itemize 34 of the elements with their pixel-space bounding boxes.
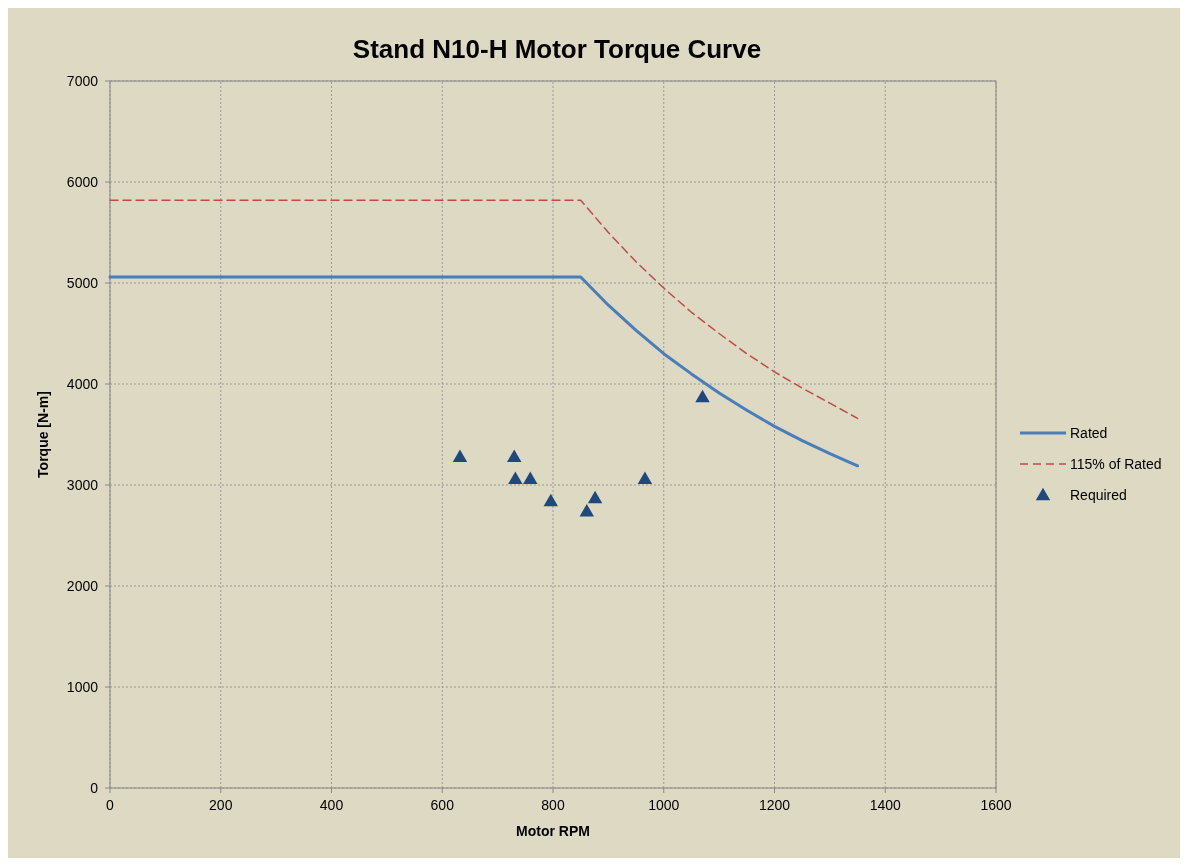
x-axis-title: Motor RPM <box>516 823 590 839</box>
legend-label: Required <box>1070 487 1127 503</box>
y-tick-label: 6000 <box>66 174 99 190</box>
x-tick-label: 1600 <box>980 797 1012 813</box>
x-tick-label: 0 <box>106 797 115 813</box>
point <box>587 490 603 504</box>
point <box>543 493 558 507</box>
point <box>452 449 468 462</box>
x-tick-label: 600 <box>430 797 455 813</box>
y-axis-title: Torque [N-m] <box>35 391 51 478</box>
point <box>579 503 594 517</box>
y-tick-label: 4000 <box>66 376 99 392</box>
y-tick-label: 7000 <box>66 73 99 89</box>
y-tick-label: 2000 <box>66 578 99 594</box>
line-series <box>108 275 860 468</box>
chart-title: Stand N10-H Motor Torque Curve <box>352 34 762 64</box>
y-tick-label: 0 <box>90 780 99 796</box>
point <box>523 471 538 485</box>
x-tick-label: 1400 <box>869 797 902 813</box>
line-series <box>109 199 859 420</box>
point <box>508 471 523 485</box>
x-tick-label: 1000 <box>648 797 680 813</box>
point <box>695 389 710 403</box>
y-tick-label: 3000 <box>66 477 99 493</box>
y-tick-label: 5000 <box>66 275 99 291</box>
x-tick-label: 400 <box>319 797 344 813</box>
x-tick-label: 200 <box>209 797 233 813</box>
legend-label: 115% of Rated <box>1070 456 1162 472</box>
x-tick-label: 800 <box>541 797 565 813</box>
y-tick-label: 1000 <box>66 679 99 695</box>
point <box>507 449 522 462</box>
x-tick-label: 1200 <box>758 797 791 813</box>
point <box>637 471 653 485</box>
legend-label: Rated <box>1070 425 1108 441</box>
